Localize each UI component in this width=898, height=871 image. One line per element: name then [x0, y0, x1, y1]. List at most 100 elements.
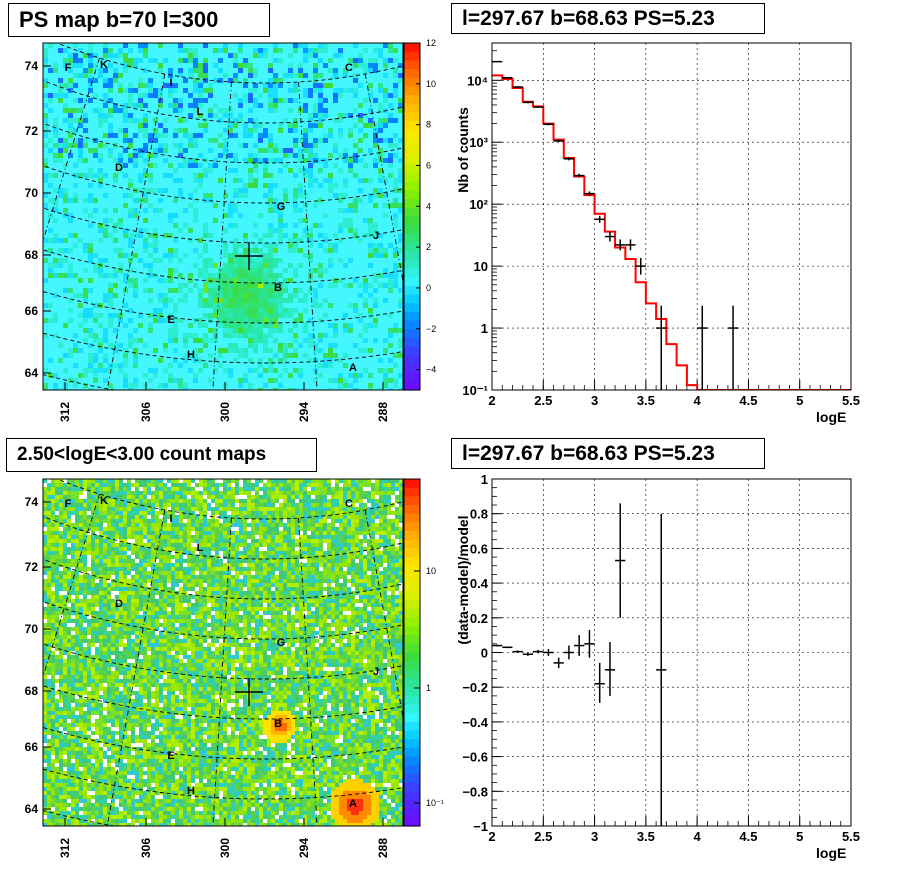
spectrum-frame	[491, 42, 852, 391]
map-y-tick-label: 70	[25, 186, 39, 200]
residuals-x-tick-label: 5.5	[842, 829, 860, 844]
residuals-y-tick-label: 0.8	[470, 507, 488, 522]
ps-map-title: PS map b=70 l=300	[8, 3, 270, 37]
source-label-J: J	[373, 230, 379, 242]
map-x-tick-label: 294	[297, 402, 311, 422]
spectrum-y-tick-label: 10	[474, 259, 488, 274]
colorbar-tick-label: 0	[426, 283, 431, 293]
colorbar-tick-label: −2	[426, 324, 436, 334]
count-colorbar	[403, 478, 421, 827]
source-label-A: A	[349, 798, 357, 810]
map-y-tick-label: 64	[25, 802, 39, 816]
map-x-tick-label: 294	[297, 838, 311, 858]
spectrum-x-tick-label: 3	[591, 393, 598, 408]
spectrum-y-tick-label: 10²	[469, 197, 488, 212]
residuals-x-tick-label: 4	[694, 829, 702, 844]
colorbar-tick-label: 12	[426, 38, 436, 48]
map-y-tick-label: 66	[25, 740, 39, 754]
residuals-y-tick-label: −0.6	[462, 750, 488, 765]
residuals-y-tick-label: 0.2	[470, 611, 488, 626]
residuals-y-tick-label: 0.6	[470, 541, 488, 556]
spectrum-x-tick-label: 2	[488, 393, 495, 408]
source-label-K: K	[100, 59, 108, 71]
residuals-plot	[491, 478, 852, 827]
source-label-F: F	[65, 62, 72, 74]
residuals-y-tick-label: −0.8	[462, 784, 488, 799]
source-label-A: A	[349, 362, 357, 374]
spectrum-plot	[491, 42, 852, 391]
colorbar-tick-label: 10⁻¹	[426, 798, 444, 808]
spectrum-x-axis-label: logE	[816, 409, 846, 425]
map-y-tick-label: 64	[25, 366, 39, 380]
residuals-y-tick-label: −0.4	[462, 715, 488, 730]
map-y-tick-label: 70	[25, 622, 39, 636]
residuals-x-tick-label: 2	[488, 829, 495, 844]
source-label-G: G	[277, 637, 286, 649]
map-y-tick-label: 74	[25, 495, 39, 509]
colorbar-tick-label: 2	[426, 242, 431, 252]
colorbar-tick-label: −4	[426, 365, 436, 375]
source-label-H: H	[187, 785, 195, 797]
source-label-D: D	[115, 598, 123, 610]
source-label-H: H	[187, 349, 195, 361]
spectrum-y-axis-label: Nb of counts	[455, 107, 471, 193]
source-label-E: E	[167, 314, 174, 326]
map-y-tick-label: 68	[25, 684, 39, 698]
source-label-F: F	[65, 498, 72, 510]
residuals-y-tick-label: 1	[481, 472, 488, 487]
colorbar-tick-label: 1	[426, 683, 431, 693]
map-x-tick-label: 300	[218, 402, 232, 422]
map-y-tick-label: 72	[25, 560, 39, 574]
residuals-x-axis-label: logE	[816, 845, 846, 861]
map-frame	[42, 478, 404, 827]
source-label-L: L	[197, 542, 204, 554]
map-y-tick-label: 68	[25, 248, 39, 262]
residuals-y-tick-label: −1	[473, 819, 488, 834]
source-label-C: C	[345, 498, 353, 510]
residuals-title: l=297.67 b=68.63 PS=5.23	[451, 438, 765, 469]
source-label-L: L	[197, 106, 204, 118]
map-x-tick-label: 306	[139, 402, 153, 422]
spectrum-x-tick-label: 2.5	[534, 393, 552, 408]
map-y-tick-label: 74	[25, 59, 39, 73]
ps-map-image	[43, 43, 403, 390]
source-label-B: B	[274, 282, 282, 294]
colorbar-tick-label: 6	[426, 160, 431, 170]
spectrum-x-tick-label: 4	[694, 393, 702, 408]
colorbar-tick-label: 4	[426, 201, 431, 211]
source-label-I: I	[169, 513, 172, 525]
source-label-J: J	[373, 666, 379, 678]
source-label-E: E	[167, 750, 174, 762]
spectrum-y-tick-label: 10⁻¹	[462, 383, 488, 398]
map-x-tick-label: 288	[376, 838, 390, 858]
spectrum-x-tick-label: 3.5	[637, 393, 655, 408]
map-y-tick-label: 66	[25, 304, 39, 318]
ps-colorbar	[403, 42, 421, 391]
map-x-tick-label: 312	[58, 838, 72, 858]
source-label-K: K	[100, 495, 108, 507]
map-frame	[42, 42, 404, 391]
residuals-y-tick-label: 0.4	[470, 576, 489, 591]
source-label-D: D	[115, 162, 123, 174]
residuals-y-axis-label: (data-model)/model	[455, 515, 471, 644]
source-label-I: I	[169, 77, 172, 89]
residuals-x-tick-label: 5	[796, 829, 803, 844]
spectrum-title: l=297.67 b=68.63 PS=5.23	[451, 3, 765, 34]
residuals-x-tick-label: 3	[591, 829, 598, 844]
colorbar-tick-label: 10	[426, 79, 436, 89]
source-label-G: G	[277, 201, 286, 213]
map-x-tick-label: 312	[58, 402, 72, 422]
spectrum-y-tick-label: 10⁴	[467, 73, 488, 88]
residuals-y-tick-label: 0	[481, 646, 488, 661]
map-x-tick-label: 300	[218, 838, 232, 858]
source-label-C: C	[345, 62, 353, 74]
spectrum-x-tick-label: 5	[796, 393, 803, 408]
colorbar-tick-label: 10	[426, 566, 436, 576]
spectrum-x-tick-label: 5.5	[842, 393, 860, 408]
map-x-tick-label: 306	[139, 838, 153, 858]
map-y-tick-label: 72	[25, 124, 39, 138]
source-label-B: B	[274, 718, 282, 730]
